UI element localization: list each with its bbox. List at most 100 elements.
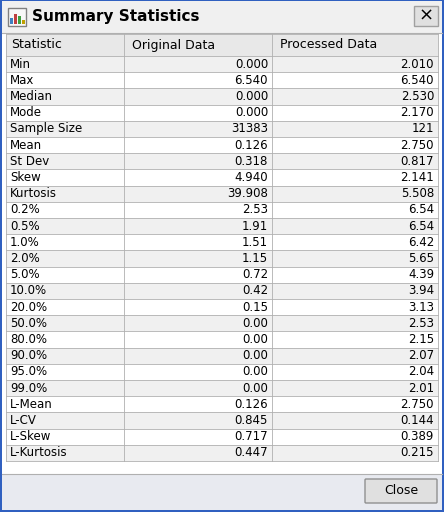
Text: 0.000: 0.000 — [235, 57, 268, 71]
Bar — [6, 137, 438, 153]
Text: ×: × — [418, 7, 433, 25]
Text: 0.215: 0.215 — [400, 446, 434, 459]
Bar — [6, 380, 438, 396]
Text: 1.0%: 1.0% — [10, 236, 40, 249]
Bar — [6, 234, 438, 250]
Text: 50.0%: 50.0% — [10, 317, 47, 330]
Text: L-CV: L-CV — [10, 414, 37, 427]
Text: Summary Statistics: Summary Statistics — [32, 10, 199, 25]
Bar — [6, 153, 438, 169]
Text: 39.908: 39.908 — [227, 187, 268, 200]
Bar — [6, 348, 438, 364]
Text: 0.15: 0.15 — [242, 301, 268, 313]
Text: 0.5%: 0.5% — [10, 220, 40, 232]
Text: 5.0%: 5.0% — [10, 268, 40, 281]
Text: 0.389: 0.389 — [400, 430, 434, 443]
Text: 1.51: 1.51 — [242, 236, 268, 249]
Text: Mean: Mean — [10, 139, 42, 152]
Text: 2.53: 2.53 — [408, 317, 434, 330]
Text: 6.54: 6.54 — [408, 220, 434, 232]
Bar — [6, 267, 438, 283]
Text: Sample Size: Sample Size — [10, 122, 82, 135]
Bar — [6, 218, 438, 234]
Bar — [6, 250, 438, 267]
Text: 0.72: 0.72 — [242, 268, 268, 281]
Text: L-Mean: L-Mean — [10, 398, 53, 411]
Text: Processed Data: Processed Data — [280, 38, 377, 52]
Bar — [6, 72, 438, 89]
Text: 0.717: 0.717 — [234, 430, 268, 443]
Bar — [6, 169, 438, 186]
Bar — [6, 185, 438, 202]
Text: 1.91: 1.91 — [242, 220, 268, 232]
Text: 4.39: 4.39 — [408, 268, 434, 281]
Text: Skew: Skew — [10, 171, 41, 184]
Bar — [2, 474, 442, 510]
Text: Close: Close — [384, 484, 418, 498]
Text: 0.126: 0.126 — [234, 139, 268, 152]
Text: 0.845: 0.845 — [234, 414, 268, 427]
Bar — [6, 283, 438, 299]
Text: 2.0%: 2.0% — [10, 252, 40, 265]
Text: 0.00: 0.00 — [242, 366, 268, 378]
Text: Statistic: Statistic — [11, 38, 62, 52]
Bar — [18, 16, 21, 24]
Text: 31383: 31383 — [231, 122, 268, 135]
Text: 0.126: 0.126 — [234, 398, 268, 411]
Text: Median: Median — [10, 90, 53, 103]
Bar — [6, 364, 438, 380]
Text: 0.00: 0.00 — [242, 349, 268, 362]
Text: 2.010: 2.010 — [400, 57, 434, 71]
Text: 0.00: 0.00 — [242, 317, 268, 330]
Text: 2.530: 2.530 — [400, 90, 434, 103]
Bar — [6, 34, 438, 56]
FancyBboxPatch shape — [365, 479, 437, 503]
Text: 0.144: 0.144 — [400, 414, 434, 427]
Text: 20.0%: 20.0% — [10, 301, 47, 313]
Bar — [6, 429, 438, 445]
Text: 3.94: 3.94 — [408, 284, 434, 297]
Text: 0.817: 0.817 — [400, 155, 434, 168]
Bar — [6, 299, 438, 315]
Text: 2.04: 2.04 — [408, 366, 434, 378]
Text: 2.53: 2.53 — [242, 203, 268, 217]
Text: 80.0%: 80.0% — [10, 333, 47, 346]
Text: 10.0%: 10.0% — [10, 284, 47, 297]
Text: Kurtosis: Kurtosis — [10, 187, 57, 200]
Text: 2.750: 2.750 — [400, 139, 434, 152]
Text: 0.000: 0.000 — [235, 106, 268, 119]
Text: 2.01: 2.01 — [408, 381, 434, 395]
Text: 0.447: 0.447 — [234, 446, 268, 459]
Bar — [414, 6, 438, 26]
Text: 0.42: 0.42 — [242, 284, 268, 297]
Text: 99.0%: 99.0% — [10, 381, 47, 395]
Bar — [6, 89, 438, 104]
Text: 5.508: 5.508 — [401, 187, 434, 200]
Text: 95.0%: 95.0% — [10, 366, 47, 378]
Text: 2.170: 2.170 — [400, 106, 434, 119]
Text: 2.07: 2.07 — [408, 349, 434, 362]
Bar — [6, 121, 438, 137]
Text: 0.00: 0.00 — [242, 381, 268, 395]
Bar — [8, 8, 26, 26]
Text: St Dev: St Dev — [10, 155, 49, 168]
Text: 6.42: 6.42 — [408, 236, 434, 249]
Bar — [2, 1, 442, 33]
Text: 1.15: 1.15 — [242, 252, 268, 265]
Text: 2.141: 2.141 — [400, 171, 434, 184]
Bar — [2, 34, 442, 474]
Text: 4.940: 4.940 — [234, 171, 268, 184]
Text: 90.0%: 90.0% — [10, 349, 47, 362]
Text: L-Skew: L-Skew — [10, 430, 52, 443]
Text: 6.540: 6.540 — [400, 74, 434, 87]
Bar — [6, 412, 438, 429]
Text: 6.54: 6.54 — [408, 203, 434, 217]
Bar — [6, 331, 438, 348]
Text: Max: Max — [10, 74, 34, 87]
Text: 2.750: 2.750 — [400, 398, 434, 411]
Text: 2.15: 2.15 — [408, 333, 434, 346]
Bar — [10, 18, 13, 24]
Text: 0.318: 0.318 — [234, 155, 268, 168]
Bar — [22, 20, 25, 24]
Bar — [6, 202, 438, 218]
